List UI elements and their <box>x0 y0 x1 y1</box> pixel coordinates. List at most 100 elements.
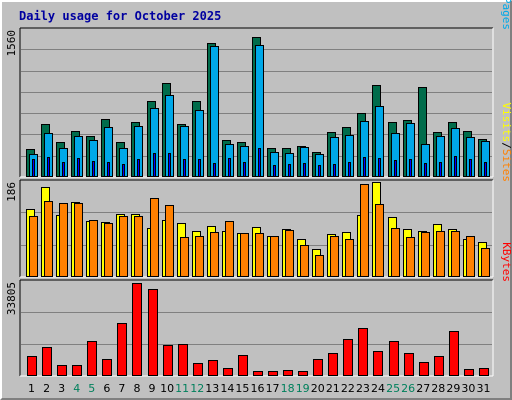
bar-kbytes-day-31 <box>479 368 489 376</box>
bar-kbytes-day-2 <box>42 347 52 376</box>
bar-kbytes-day-16 <box>253 371 263 376</box>
x-tick-label: 18 <box>281 382 295 395</box>
bar-sites-day-21 <box>330 236 339 277</box>
ymax-label-kbytes: 33805 <box>5 282 18 315</box>
panel-kbytes <box>20 280 493 376</box>
x-tick-label: 31 <box>476 382 490 395</box>
bar-kbytes-day-30 <box>464 369 474 376</box>
bar-sites-day-28 <box>436 231 445 277</box>
bar-sites-day-8 <box>134 216 143 277</box>
bar-kbytes-day-29 <box>449 331 459 376</box>
bar-sites-day-3 <box>59 203 68 277</box>
x-tick-label: 13 <box>205 382 219 395</box>
bar-sites-day-11 <box>180 237 189 277</box>
bar-kbytes-day-15 <box>238 355 248 376</box>
bar-sites-day-10 <box>165 205 174 277</box>
bar-pages-day-20 <box>318 165 321 177</box>
bar-sites-day-14 <box>225 221 234 277</box>
bar-sites-day-6 <box>104 223 113 277</box>
bar-sites-day-26 <box>406 237 415 277</box>
bar-pages-day-14 <box>228 158 231 177</box>
bar-pages-day-22 <box>348 162 351 177</box>
bar-sites-day-24 <box>375 204 384 277</box>
bar-kbytes-day-8 <box>132 283 142 376</box>
x-tick-label: 1 <box>28 382 35 395</box>
bar-sites-day-7 <box>119 216 128 277</box>
bar-pages-day-30 <box>469 159 472 177</box>
bar-pages-day-24 <box>378 158 381 177</box>
x-tick-label: 2 <box>43 382 50 395</box>
bar-pages-day-12 <box>198 159 201 177</box>
bar-sites-day-29 <box>451 231 460 277</box>
bar-kbytes-day-13 <box>208 360 218 376</box>
x-tick-label: 11 <box>175 382 189 395</box>
ymax-label-visits-sites: 186 <box>5 182 18 202</box>
ymax-label-hits-files-pages: 1560 <box>5 30 18 57</box>
bar-kbytes-day-22 <box>343 339 353 376</box>
x-tick-label: 17 <box>266 382 280 395</box>
x-tick-label: 24 <box>371 382 385 395</box>
bar-sites-day-16 <box>255 233 264 277</box>
bar-pages-day-10 <box>168 153 171 177</box>
bar-pages-day-18 <box>288 164 291 177</box>
bar-pages-day-23 <box>363 157 366 177</box>
x-tick-label: 25 <box>386 382 400 395</box>
x-tick-label: 5 <box>88 382 95 395</box>
bar-sites-day-22 <box>345 239 354 277</box>
x-tick-label: 8 <box>133 382 140 395</box>
bar-sites-day-18 <box>285 230 294 277</box>
chart-title: Daily usage for October 2025 <box>19 9 221 23</box>
bar-pages-day-4 <box>77 158 80 177</box>
bar-kbytes-day-17 <box>268 371 278 376</box>
bar-kbytes-day-6 <box>102 359 112 376</box>
bar-kbytes-day-26 <box>404 353 414 376</box>
legend-entry: Visits <box>500 103 512 143</box>
bar-sites-day-12 <box>195 236 204 277</box>
bar-sites-day-13 <box>210 232 219 277</box>
x-tick-label: 12 <box>190 382 204 395</box>
bar-kbytes-day-7 <box>117 323 127 376</box>
bar-kbytes-day-25 <box>389 341 399 376</box>
legend-entry: Pages <box>500 0 512 30</box>
bar-pages-day-17 <box>273 165 276 177</box>
x-tick-label: 20 <box>311 382 325 395</box>
bar-pages-day-2 <box>47 157 50 177</box>
bar-pages-day-21 <box>333 164 336 177</box>
x-tick-label: 15 <box>235 382 249 395</box>
bar-kbytes-day-28 <box>434 356 444 376</box>
bar-pages-day-1 <box>32 159 35 177</box>
bar-pages-day-28 <box>439 162 442 177</box>
legend-entry: Sites <box>500 149 512 182</box>
bar-sites-day-4 <box>74 203 83 277</box>
bar-pages-day-11 <box>183 159 186 177</box>
x-tick-label: 6 <box>103 382 110 395</box>
bar-pages-day-5 <box>92 161 95 177</box>
bar-sites-day-5 <box>89 220 98 277</box>
bar-pages-day-15 <box>243 162 246 177</box>
bar-pages-day-29 <box>454 156 457 177</box>
x-tick-label: 9 <box>149 382 156 395</box>
bar-kbytes-day-14 <box>223 368 233 376</box>
bar-pages-day-13 <box>213 163 216 177</box>
bar-pages-day-9 <box>153 153 156 177</box>
bar-pages-day-7 <box>122 164 125 177</box>
bar-kbytes-day-23 <box>358 328 368 376</box>
x-tick-label: 23 <box>356 382 370 395</box>
bar-kbytes-day-19 <box>298 371 308 376</box>
bar-pages-day-8 <box>137 159 140 177</box>
x-tick-label: 16 <box>251 382 265 395</box>
bar-kbytes-day-24 <box>373 351 383 376</box>
x-tick-label: 3 <box>58 382 65 395</box>
x-tick-label: 7 <box>118 382 125 395</box>
legend-hits-files-pages: Hits/Files/Pages <box>500 0 512 30</box>
bar-sites-day-30 <box>466 236 475 277</box>
bar-sites-day-2 <box>44 201 53 277</box>
bar-sites-day-19 <box>300 245 309 277</box>
bar-pages-day-3 <box>62 162 65 177</box>
x-tick-label: 21 <box>326 382 340 395</box>
x-tick-label: 28 <box>431 382 445 395</box>
x-tick-label: 26 <box>401 382 415 395</box>
bar-kbytes-day-4 <box>72 365 82 376</box>
bar-sites-day-20 <box>315 255 324 277</box>
